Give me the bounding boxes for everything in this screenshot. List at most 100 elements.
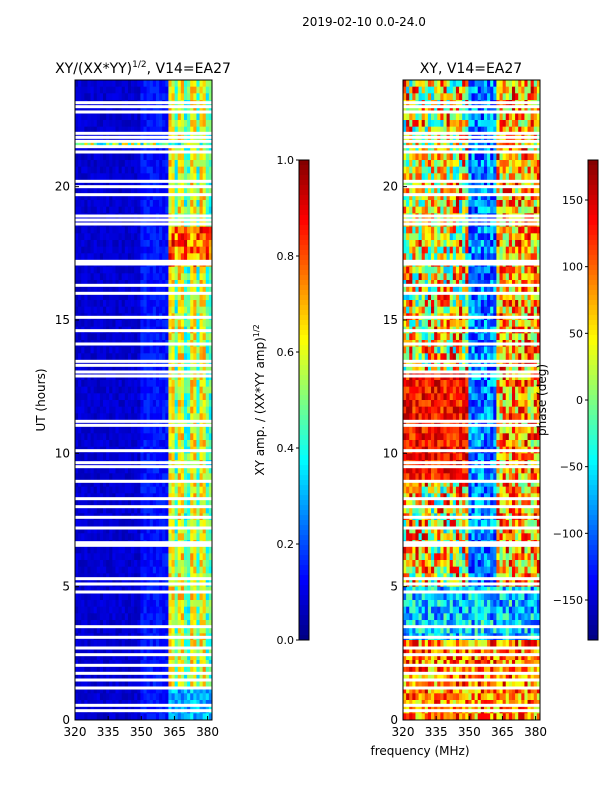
amp-heatmap-cell [184, 487, 188, 494]
amp-heatmap-cell [184, 273, 188, 280]
amp-heatmap-cell [156, 547, 160, 554]
amp-heatmap-cell [134, 300, 138, 307]
amp-heatmap-cell [91, 167, 95, 174]
amp-heatmap-cell [75, 93, 79, 100]
amp-heatmap-cell [184, 453, 188, 460]
amp-heatmap-cell [78, 347, 82, 354]
amp-heatmap-cell [125, 433, 129, 440]
amp-heatmap-cell [84, 607, 88, 614]
phase-heatmap-cell [500, 93, 504, 100]
amp-heatmap-cell [150, 713, 154, 720]
amp-heatmap-cell [128, 407, 132, 414]
amp-heatmap-cell [144, 240, 148, 247]
amp-heatmap-cell [134, 167, 138, 174]
phase-heatmap-cell [509, 120, 513, 127]
amp-heatmap-cell [81, 400, 85, 407]
amp-heatmap-flagged-row [75, 193, 212, 196]
amp-heatmap-cell [175, 380, 179, 387]
amp-heatmap-cell [162, 433, 166, 440]
amp-heatmap-cell [81, 113, 85, 120]
amp-heatmap-cell [119, 547, 123, 554]
amp-colorbar-axis: 0.00.20.40.60.81.0 [277, 154, 300, 647]
phase-heatmap-cell [468, 93, 472, 100]
amp-heatmap-cell [134, 173, 138, 180]
amp-heatmap-cell [84, 307, 88, 314]
amp-heatmap-cell [94, 273, 98, 280]
amp-heatmap-cell [78, 393, 82, 400]
phase-heatmap-cell [453, 87, 457, 94]
phase-heatmap-cell [534, 153, 538, 160]
phase-heatmap-cell [500, 153, 504, 160]
amp-heatmap-cell [87, 413, 91, 420]
amp-heatmap-cell [112, 87, 116, 94]
phase-heatmap-cell [487, 113, 491, 120]
amp-heatmap-cell [184, 433, 188, 440]
amp-heatmap-cell [193, 240, 197, 247]
amp-heatmap-cell [200, 387, 204, 394]
amp-heatmap-cell [97, 200, 101, 207]
phase-heatmap-cell [425, 80, 429, 87]
amp-heatmap-cell [97, 227, 101, 234]
amp-heatmap-cell [200, 113, 204, 120]
amp-heatmap-cell [159, 400, 163, 407]
amp-heatmap-cell [75, 393, 79, 400]
amp-heatmap-cell [206, 553, 210, 560]
amp-heatmap-cell [125, 173, 129, 180]
amp-heatmap-cell [181, 393, 185, 400]
amp-heatmap-cell [147, 440, 151, 447]
amp-heatmap-cell [187, 200, 191, 207]
amp-heatmap-cell [103, 353, 107, 360]
amp-heatmap-cell [103, 600, 107, 607]
amp-heatmap-cell [97, 300, 101, 307]
amp-heatmap-cell [81, 607, 85, 614]
amp-heatmap-cell [200, 413, 204, 420]
amp-heatmap-cell [147, 227, 151, 234]
amp-heatmap-cell [187, 233, 191, 240]
amp-heatmap-cell [115, 173, 119, 180]
amp-heatmap-cell [81, 120, 85, 127]
amp-heatmap-cell [103, 607, 107, 614]
amp-heatmap-cell [131, 433, 135, 440]
amp-heatmap-cell [184, 407, 188, 414]
amp-heatmap-cell [184, 207, 188, 214]
amp-heatmap-cell [97, 113, 101, 120]
amp-heatmap-cell [119, 333, 123, 340]
amp-heatmap-cell [134, 400, 138, 407]
amp-colorbar-gradient-step [299, 385, 309, 390]
amp-heatmap-cell [147, 113, 151, 120]
amp-heatmap-cell [181, 413, 185, 420]
amp-heatmap-cell [84, 273, 88, 280]
phase-heatmap-cell [403, 80, 407, 87]
amp-heatmap-cell [140, 80, 144, 87]
amp-heatmap-cell [184, 520, 188, 527]
amp-heatmap-cell [91, 87, 95, 94]
phase-heatmap-cell [521, 113, 525, 120]
phase-heatmap-cell [475, 113, 479, 120]
amp-heatmap-cell [147, 407, 151, 414]
amp-colorbar-gradient-step [299, 520, 309, 525]
amp-heatmap-flagged-row [75, 505, 212, 508]
amp-heatmap-cell [147, 693, 151, 700]
amp-heatmap-cell [175, 393, 179, 400]
amp-heatmap-cell [94, 453, 98, 460]
amp-heatmap-cell [87, 427, 91, 434]
amp-heatmap-cell [97, 87, 101, 94]
amp-heatmap-cell [200, 453, 204, 460]
amp-heatmap-cell [203, 593, 207, 600]
amp-heatmap-cell [131, 387, 135, 394]
amp-heatmap-cell [156, 640, 160, 647]
amp-heatmap-cell [78, 607, 82, 614]
amp-heatmap-cell [81, 233, 85, 240]
amp-heatmap-cell [84, 413, 88, 420]
amp-heatmap-cell [131, 547, 135, 554]
amp-heatmap-cell [165, 167, 169, 174]
amp-heatmap-cell [94, 440, 98, 447]
amp-heatmap-cell [84, 113, 88, 120]
amp-heatmap-cell [106, 347, 110, 354]
amp-heatmap-cell [193, 567, 197, 574]
amp-heatmap-cell [106, 387, 110, 394]
amp-heatmap-cell [119, 413, 123, 420]
amp-heatmap-cell [165, 353, 169, 360]
amp-heatmap-cell [137, 267, 141, 274]
amp-heatmap-cell [131, 120, 135, 127]
